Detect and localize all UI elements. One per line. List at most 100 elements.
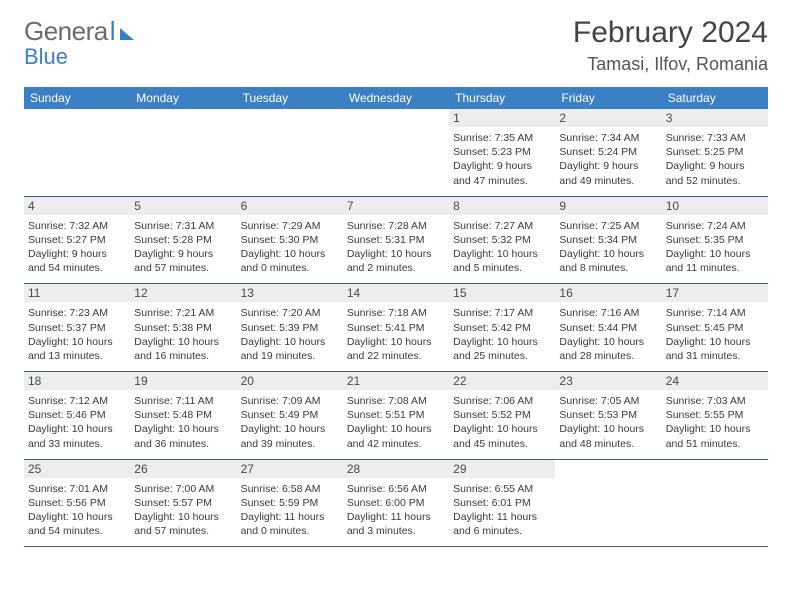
day-number: 21 [343, 372, 449, 390]
sunset-text: Sunset: 5:48 PM [134, 408, 232, 422]
day-cell: 8 Sunrise: 7:27 AMSunset: 5:32 PMDaylight… [449, 197, 555, 284]
day-number: 16 [555, 284, 661, 302]
day-number: 2 [555, 109, 661, 127]
sunset-text: Sunset: 5:27 PM [28, 233, 126, 247]
day-cell: 13Sunrise: 7:20 AMSunset: 5:39 PMDayligh… [237, 284, 343, 371]
day-cell: 20Sunrise: 7:09 AMSunset: 5:49 PMDayligh… [237, 372, 343, 459]
sunset-text: Sunset: 5:57 PM [134, 496, 232, 510]
day-details: Sunrise: 7:14 AMSunset: 5:45 PMDaylight:… [666, 306, 764, 363]
sunrise-text: Sunrise: 7:31 AM [134, 219, 232, 233]
day-number: 17 [662, 284, 768, 302]
daylight-text: Daylight: 11 hours and 0 minutes. [241, 510, 339, 538]
week-row: 18Sunrise: 7:12 AMSunset: 5:46 PMDayligh… [24, 372, 768, 460]
day-number: 23 [555, 372, 661, 390]
day-cell: 11 Sunrise: 7:23 AMSunset: 5:37 PMDayligh… [24, 284, 130, 371]
daylight-text: Daylight: 10 hours and 25 minutes. [453, 335, 551, 363]
day-details: Sunrise: 7:27 AMSunset: 5:32 PMDaylight:… [453, 219, 551, 276]
sunset-text: Sunset: 5:53 PM [559, 408, 657, 422]
title-block: February 2024 Tamasi, Ilfov, Romania [573, 16, 768, 75]
day-details: Sunrise: 6:56 AMSunset: 6:00 PMDaylight:… [347, 482, 445, 539]
day-number: 1 [449, 109, 555, 127]
day-details: Sunrise: 7:33 AMSunset: 5:25 PMDaylight:… [666, 131, 764, 188]
sunrise-text: Sunrise: 7:16 AM [559, 306, 657, 320]
day-cell: 18Sunrise: 7:12 AMSunset: 5:46 PMDayligh… [24, 372, 130, 459]
day-cell: 10Sunrise: 7:24 AMSunset: 5:35 PMDayligh… [662, 197, 768, 284]
day-cell: 15 Sunrise: 7:17 AMSunset: 5:42 PMDayligh… [449, 284, 555, 371]
sunset-text: Sunset: 5:35 PM [666, 233, 764, 247]
sunset-text: Sunset: 6:01 PM [453, 496, 551, 510]
day-details: Sunrise: 7:34 AMSunset: 5:24 PMDaylight:… [559, 131, 657, 188]
dow-friday: Friday [555, 87, 661, 109]
week-row: 25Sunrise: 7:01 AMSunset: 5:56 PMDayligh… [24, 460, 768, 548]
header: General February 2024 Tamasi, Ilfov, Rom… [24, 16, 768, 75]
sunset-text: Sunset: 5:34 PM [559, 233, 657, 247]
day-details: Sunrise: 7:23 AMSunset: 5:37 PMDaylight:… [28, 306, 126, 363]
day-number: 19 [130, 372, 236, 390]
daylight-text: Daylight: 10 hours and 11 minutes. [666, 247, 764, 275]
daylight-text: Daylight: 10 hours and 22 minutes. [347, 335, 445, 363]
day-details: Sunrise: 7:32 AMSunset: 5:27 PMDaylight:… [28, 219, 126, 276]
sunset-text: Sunset: 5:46 PM [28, 408, 126, 422]
week-row: 11 Sunrise: 7:23 AMSunset: 5:37 PMDayligh… [24, 284, 768, 372]
day-number: 25 [24, 460, 130, 478]
sunrise-text: Sunrise: 7:03 AM [666, 394, 764, 408]
sunset-text: Sunset: 5:25 PM [666, 145, 764, 159]
day-cell: 4 Sunrise: 7:32 AMSunset: 5:27 PMDaylight… [24, 197, 130, 284]
sunrise-text: Sunrise: 7:23 AM [28, 306, 126, 320]
day-details: Sunrise: 7:21 AMSunset: 5:38 PMDaylight:… [134, 306, 232, 363]
day-cell [343, 109, 449, 196]
day-number: 26 [130, 460, 236, 478]
day-cell [555, 460, 661, 547]
day-cell: 6Sunrise: 7:29 AMSunset: 5:30 PMDaylight… [237, 197, 343, 284]
sunrise-text: Sunrise: 7:05 AM [559, 394, 657, 408]
day-details: Sunrise: 7:28 AMSunset: 5:31 PMDaylight:… [347, 219, 445, 276]
day-details: Sunrise: 7:17 AMSunset: 5:42 PMDaylight:… [453, 306, 551, 363]
sunset-text: Sunset: 5:31 PM [347, 233, 445, 247]
day-cell: 28 Sunrise: 6:56 AMSunset: 6:00 PMDayligh… [343, 460, 449, 547]
day-details: Sunrise: 7:20 AMSunset: 5:39 PMDaylight:… [241, 306, 339, 363]
daylight-text: Daylight: 11 hours and 3 minutes. [347, 510, 445, 538]
day-number: 8 [449, 197, 555, 215]
day-number: 15 [449, 284, 555, 302]
day-number: 4 [24, 197, 130, 215]
sunset-text: Sunset: 5:39 PM [241, 321, 339, 335]
day-number: 11 [24, 284, 130, 302]
day-cell: 23 Sunrise: 7:05 AMSunset: 5:53 PMDayligh… [555, 372, 661, 459]
day-number: 24 [662, 372, 768, 390]
day-number: 28 [343, 460, 449, 478]
sunrise-text: Sunrise: 7:18 AM [347, 306, 445, 320]
day-details: Sunrise: 7:31 AMSunset: 5:28 PMDaylight:… [134, 219, 232, 276]
sunset-text: Sunset: 5:41 PM [347, 321, 445, 335]
day-cell: 7Sunrise: 7:28 AMSunset: 5:31 PMDaylight… [343, 197, 449, 284]
month-title: February 2024 [573, 16, 768, 50]
day-cell [237, 109, 343, 196]
sunrise-text: Sunrise: 7:09 AM [241, 394, 339, 408]
day-cell: 25Sunrise: 7:01 AMSunset: 5:56 PMDayligh… [24, 460, 130, 547]
day-number: 18 [24, 372, 130, 390]
day-number: 10 [662, 197, 768, 215]
sunrise-text: Sunrise: 7:25 AM [559, 219, 657, 233]
location-subtitle: Tamasi, Ilfov, Romania [573, 54, 768, 75]
dow-sunday: Sunday [24, 87, 130, 109]
sunrise-text: Sunrise: 7:29 AM [241, 219, 339, 233]
sunset-text: Sunset: 5:44 PM [559, 321, 657, 335]
daylight-text: Daylight: 9 hours and 49 minutes. [559, 159, 657, 187]
daylight-text: Daylight: 10 hours and 48 minutes. [559, 422, 657, 450]
dow-monday: Monday [130, 87, 236, 109]
daylight-text: Daylight: 10 hours and 39 minutes. [241, 422, 339, 450]
daylight-text: Daylight: 10 hours and 31 minutes. [666, 335, 764, 363]
day-cell: 21Sunrise: 7:08 AMSunset: 5:51 PMDayligh… [343, 372, 449, 459]
sunrise-text: Sunrise: 7:01 AM [28, 482, 126, 496]
day-cell: 9 Sunrise: 7:25 AMSunset: 5:34 PMDaylight… [555, 197, 661, 284]
sunrise-text: Sunrise: 6:56 AM [347, 482, 445, 496]
sunset-text: Sunset: 5:24 PM [559, 145, 657, 159]
daylight-text: Daylight: 10 hours and 2 minutes. [347, 247, 445, 275]
daylight-text: Daylight: 10 hours and 8 minutes. [559, 247, 657, 275]
day-cell: 29Sunrise: 6:55 AMSunset: 6:01 PMDayligh… [449, 460, 555, 547]
day-cell [662, 460, 768, 547]
day-cell: 26Sunrise: 7:00 AMSunset: 5:57 PMDayligh… [130, 460, 236, 547]
logo-text-l: l [110, 16, 116, 47]
day-details: Sunrise: 7:29 AMSunset: 5:30 PMDaylight:… [241, 219, 339, 276]
daylight-text: Daylight: 9 hours and 47 minutes. [453, 159, 551, 187]
day-number: 9 [555, 197, 661, 215]
